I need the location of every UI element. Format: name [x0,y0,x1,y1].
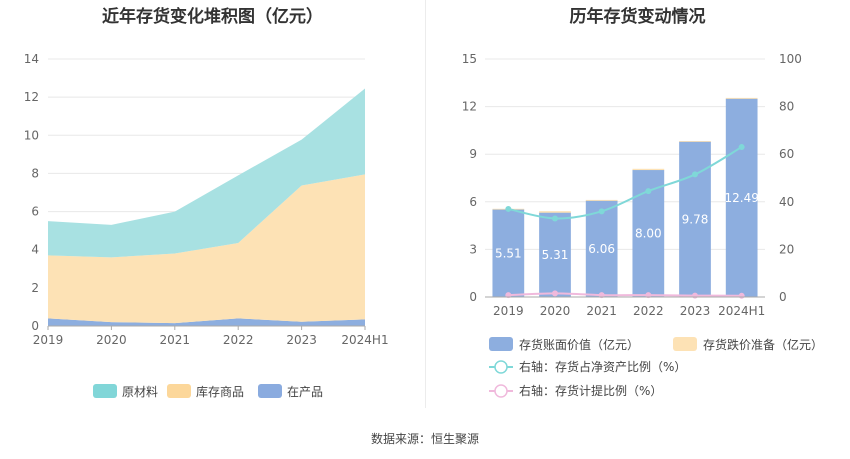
legend-label: 右轴：存货计提比例（%） [519,383,662,398]
y-tick-label: 2 [31,281,39,295]
x-tick-label: 2019 [493,304,524,318]
left-chart-panel: 近年存货变化堆积图（亿元） 0 2 4 6 8 10 12 14 2019 2020 2021 202… [0,0,425,410]
x-tick-label: 2023 [680,304,711,318]
inventory-bar [539,212,571,297]
bar-data-label: 5.51 [495,246,522,260]
line-point [738,144,745,151]
provision-bar [679,141,711,143]
line-series [508,146,743,220]
line-point [505,205,512,212]
provision-bar [725,97,758,100]
line-point [598,208,605,215]
y-tick-label: 0 [31,319,39,333]
y-tick-label: 6 [469,195,477,209]
legend-label: 存货账面价值（亿元） [519,337,639,352]
legend-swatch [489,337,513,351]
data-source: 数据来源：恒生聚源 [370,432,479,446]
x-tick-label: 2022 [633,304,664,318]
x-tick-label: 2022 [223,333,254,347]
y-tick-label: 15 [462,52,477,66]
x-tick-label: 2019 [33,333,64,347]
line-point [692,171,698,178]
area-series [48,88,365,258]
legend-line-marker [494,384,508,398]
line-point [645,188,652,195]
stacked-area-chart: 0 2 4 6 8 10 12 14 2019 2020 2021 2022 2023 2024H1 原材料… [24,52,389,399]
inventory-bar [725,98,758,297]
legend-swatch [673,337,697,351]
line-point [692,292,698,299]
bar-data-label: 6.06 [588,242,615,256]
legend-label: 右轴：存货占净资产比例（%） [519,359,686,374]
y-tick-label: 0 [469,290,477,304]
legend-label: 在产品 [287,385,323,399]
y-tick-label: 12 [462,100,477,114]
y-tick-label: 6 [31,205,39,219]
bar-data-label: 5.31 [542,248,569,262]
bar-data-label: 9.78 [682,212,709,226]
inventory-bar [679,141,711,297]
bar-data-label: 12.49 [724,191,758,205]
legend-swatch [93,384,117,398]
y2-tick-label: 100 [779,52,802,66]
line-point [552,215,558,222]
y2-tick-label: 20 [779,242,794,256]
legend-label: 库存商品 [196,384,244,399]
area-series [48,318,365,326]
bar-data-label: 8.00 [635,227,662,241]
x-tick-label: 2024H1 [341,333,388,347]
y2-tick-label: 40 [779,195,794,209]
legend-label: 原材料 [122,385,158,399]
line-point [738,292,745,299]
legend-label: 存货跌价准备（亿元） [703,337,823,352]
left-chart-title: 近年存货变化堆积图（亿元） [102,7,323,27]
y-tick-label: 10 [24,128,39,142]
x-tick-label: 2023 [286,333,317,347]
y-tick-label: 4 [31,243,39,257]
y2-tick-label: 80 [779,100,794,114]
line-series [508,292,742,297]
inventory-bar [492,209,525,297]
y-tick-label: 14 [24,52,39,66]
line-point [552,290,558,297]
y2-tick-label: 0 [779,290,787,304]
x-tick-label: 2020 [540,304,571,318]
y-tick-label: 8 [31,166,39,180]
right-chart-title: 历年存货变动情况 [569,7,706,27]
inventory-bar [585,200,618,297]
panel-divider [425,0,426,408]
x-tick-label: 2020 [96,333,127,347]
x-tick-label: 2021 [586,304,617,318]
x-tick-label: 2021 [160,333,191,347]
x-tick-label: 2024H1 [718,304,765,318]
y2-tick-label: 60 [779,147,794,161]
y-tick-label: 3 [469,242,477,256]
bar-line-chart: 0 3 6 9 12 15 0 20 40 60 80 100 5.51 5.31 6.06 8.00 9.78… [462,52,823,398]
area-series [48,174,365,324]
y-tick-label: 9 [469,147,477,161]
legend-swatch [258,384,282,398]
legend-line-marker [494,360,508,374]
provision-bar [585,199,618,202]
right-chart-panel: 历年存货变动情况 0 3 6 9 12 15 0 20 40 60 80 100 5.51 5.31 6.0… [425,0,850,410]
y-tick-label: 12 [24,90,39,104]
provision-bar [632,168,665,171]
legend-swatch [167,384,191,398]
provision-bar [539,211,571,214]
